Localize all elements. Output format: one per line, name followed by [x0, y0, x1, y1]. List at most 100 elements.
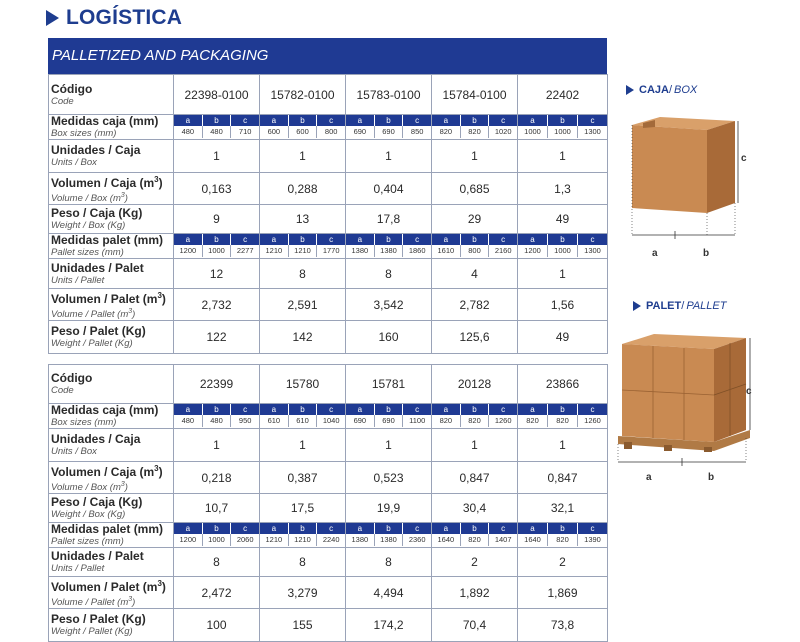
value-cell: 70,4	[431, 608, 518, 642]
dim-value: 800	[459, 245, 489, 258]
dim-letter: c	[316, 234, 346, 246]
dim-letter: c	[230, 115, 260, 126]
dim-letter: a	[518, 404, 547, 416]
row-label: Medidas palet (mm) Pallet sizes (mm)	[48, 521, 174, 548]
label-english: Units / Pallet	[51, 562, 105, 574]
row-label: Código Code	[48, 363, 174, 405]
label-spanish: Medidas caja (mm)	[51, 114, 159, 128]
dim-value: 1770	[316, 245, 345, 258]
dim-letter: a	[346, 404, 374, 416]
label-english: Volume / Pallet (m3)	[51, 308, 136, 321]
dim-letter: b	[373, 404, 403, 416]
label-english: Weight / Pallet (Kg)	[51, 626, 133, 638]
size-cell: a b c 1000 1000 1300	[517, 114, 608, 140]
value-cell: 3,279	[259, 576, 346, 610]
value-cell: 2	[431, 546, 518, 578]
dim-letter: a	[174, 234, 202, 246]
dim-label-box-c: c	[741, 153, 747, 164]
value-cell: 1,892	[431, 576, 518, 610]
row-label: Unidades / Caja Units / Box	[48, 139, 174, 173]
size-cell: a b c 1380 1380 1860	[345, 233, 432, 260]
dim-letter: a	[346, 234, 374, 246]
dimension-values: 1610 800 2160	[432, 245, 517, 258]
pallet-illustration	[617, 334, 751, 466]
dimension-values: 1200 1000 2060	[174, 533, 259, 546]
dim-value: 820	[526, 416, 539, 426]
page-title: LOGÍSTICA	[46, 5, 182, 31]
dim-letter: a	[174, 115, 202, 126]
value-cell: 1	[431, 139, 518, 173]
value-cell: 0,288	[259, 171, 346, 206]
label-spanish: Peso / Caja (Kg)	[51, 494, 143, 509]
dim-letter: a	[518, 115, 547, 126]
label-spanish: Unidades / Caja	[51, 143, 141, 157]
dim-value: 1210	[287, 533, 317, 546]
label-spanish: Volumen / Caja (m3)	[51, 175, 163, 190]
label-english: Code	[51, 385, 74, 397]
value-cell: 1	[517, 139, 608, 173]
size-cell: a b c 820 820 1260	[431, 403, 518, 430]
dim-letter: c	[577, 234, 607, 246]
weight-pallet-row: Peso / Palet (Kg) Weight / Pallet (Kg) 100…	[48, 608, 608, 642]
dim-value: 600	[267, 127, 281, 136]
dim-value: 1000	[547, 245, 577, 258]
value-cell: 1,3	[517, 171, 608, 206]
value-cell: 1	[345, 139, 432, 173]
value-cell: 9	[173, 204, 260, 235]
value-cell: 0,387	[259, 460, 346, 495]
dim-value: 480	[181, 127, 195, 136]
dim-value: 1040	[316, 415, 345, 428]
dimension-values: 820 820 1260	[518, 415, 607, 428]
dim-label-pallet-b: b	[708, 472, 715, 483]
code-row: Código Code 22399 15780 15781 20128 23866	[48, 363, 608, 405]
dim-letter: b	[373, 234, 403, 246]
size-cell: a b c 1380 1380 2360	[345, 521, 432, 548]
dim-letter: c	[488, 522, 518, 534]
size-cell: a b c 1200 1000 2277	[173, 233, 260, 260]
size-cell: a b c 690 690 1100	[345, 403, 432, 430]
value-cell: 2,732	[173, 288, 260, 322]
dim-letter: b	[547, 522, 577, 534]
dim-letter: c	[316, 404, 346, 416]
dim-letter: c	[402, 404, 432, 416]
weight-pallet-row: Peso / Palet (Kg) Weight / Pallet (Kg) 122…	[48, 320, 608, 355]
row-label: Medidas caja (mm) Box sizes (mm)	[48, 403, 174, 430]
dim-letter: a	[432, 234, 460, 246]
dim-value: 690	[373, 126, 403, 138]
dim-value: 690	[353, 127, 367, 136]
value-cell: 3,542	[345, 288, 432, 322]
weight-box-row: Peso / Caja (Kg) Weight / Box (Kg) 9 13 17,8…	[48, 204, 608, 235]
label-spanish: Código	[51, 81, 93, 96]
label-english: Units / Box	[51, 446, 97, 458]
value-cell: 17,8	[345, 204, 432, 235]
size-cell: a b c 1210 1210 1770	[259, 233, 346, 260]
dim-value: 2160	[488, 245, 517, 258]
dim-letter: c	[488, 234, 518, 246]
dim-value: 1380	[351, 534, 369, 544]
value-cell: 142	[259, 320, 346, 355]
dim-value: 1640	[437, 534, 455, 544]
box-illustration	[631, 117, 739, 239]
dim-value: 1200	[524, 246, 541, 256]
dim-letter: b	[547, 115, 577, 126]
dim-letter: b	[547, 234, 577, 246]
value-cell: 22399	[173, 363, 260, 405]
box-sizes-row: Medidas caja (mm) Box sizes (mm) a b c 480 480…	[48, 403, 608, 430]
label-english: Box sizes (mm)	[51, 417, 117, 429]
dim-value: 850	[402, 126, 431, 138]
size-cell: a b c 820 820 1020	[431, 114, 518, 140]
pallet-sizes-row: Medidas palet (mm) Pallet sizes (mm) a b c 12…	[48, 521, 608, 548]
row-label: Unidades / Palet Units / Pallet	[48, 546, 174, 578]
dim-letter: a	[432, 522, 460, 534]
value-cell: 8	[259, 258, 346, 290]
dim-letter: b	[459, 404, 489, 416]
dim-label-box-b: b	[703, 248, 710, 259]
dim-letter: c	[230, 522, 260, 534]
value-cell: 22402	[517, 74, 608, 115]
dimension-values: 1640 820 1407	[432, 533, 517, 546]
value-cell: 1,56	[517, 288, 608, 322]
row-label: Peso / Palet (Kg) Weight / Pallet (Kg)	[48, 320, 174, 355]
